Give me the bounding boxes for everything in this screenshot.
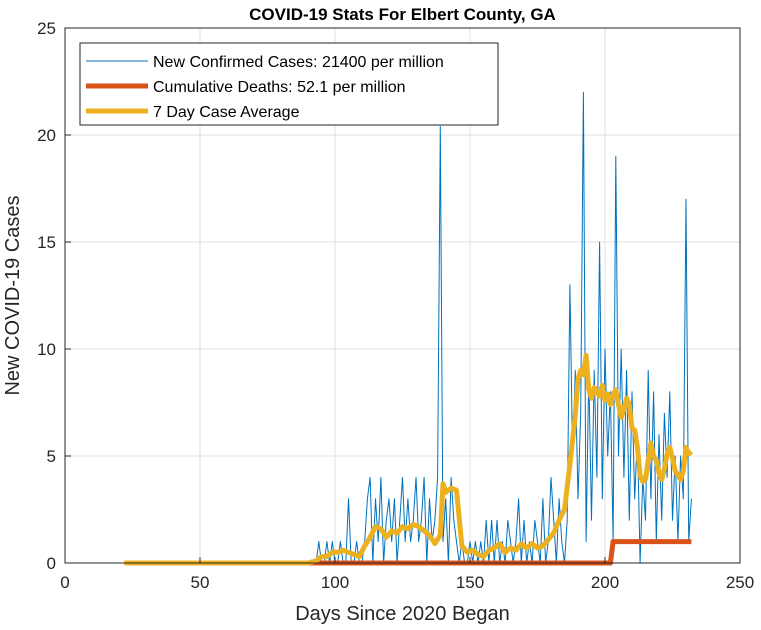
legend-entry: New Confirmed Cases: 21400 per million [153, 54, 444, 71]
x-axis-label: Days Since 2020 Began [295, 603, 510, 625]
x-tick-label: 250 [726, 573, 754, 592]
axis-ticks: 0 50 100 150 200 250 0 5 10 15 20 25 [37, 19, 754, 592]
series-line-1 [315, 91, 692, 564]
y-axis-label: New COVID-19 Cases [2, 195, 24, 395]
legend: New Confirmed Cases: 21400 per million Cu… [79, 42, 499, 126]
legend-entry: Cumulative Deaths: 52.1 per million [153, 79, 406, 96]
series-layer [124, 91, 693, 566]
plot-area-border [64, 27, 741, 564]
y-tick-label: 25 [37, 19, 56, 38]
legend-box [79, 42, 499, 126]
series-line-3 [124, 352, 693, 566]
legend-entry: 7 Day Case Average [153, 104, 300, 121]
x-tick-label: 100 [321, 573, 349, 592]
chart-title: COVID-19 Stats For Elbert County, GA [249, 5, 556, 24]
y-tick-label: 5 [47, 447, 56, 466]
x-tick-label: 150 [456, 573, 484, 592]
x-tick-label: 50 [191, 573, 210, 592]
series-line-2 [124, 539, 692, 566]
y-tick-label: 0 [47, 554, 56, 573]
x-tick-label: 0 [60, 573, 69, 592]
x-tick-label: 200 [591, 573, 619, 592]
y-tick-label: 15 [37, 233, 56, 252]
y-tick-label: 10 [37, 340, 56, 359]
y-tick-label: 20 [37, 126, 56, 145]
